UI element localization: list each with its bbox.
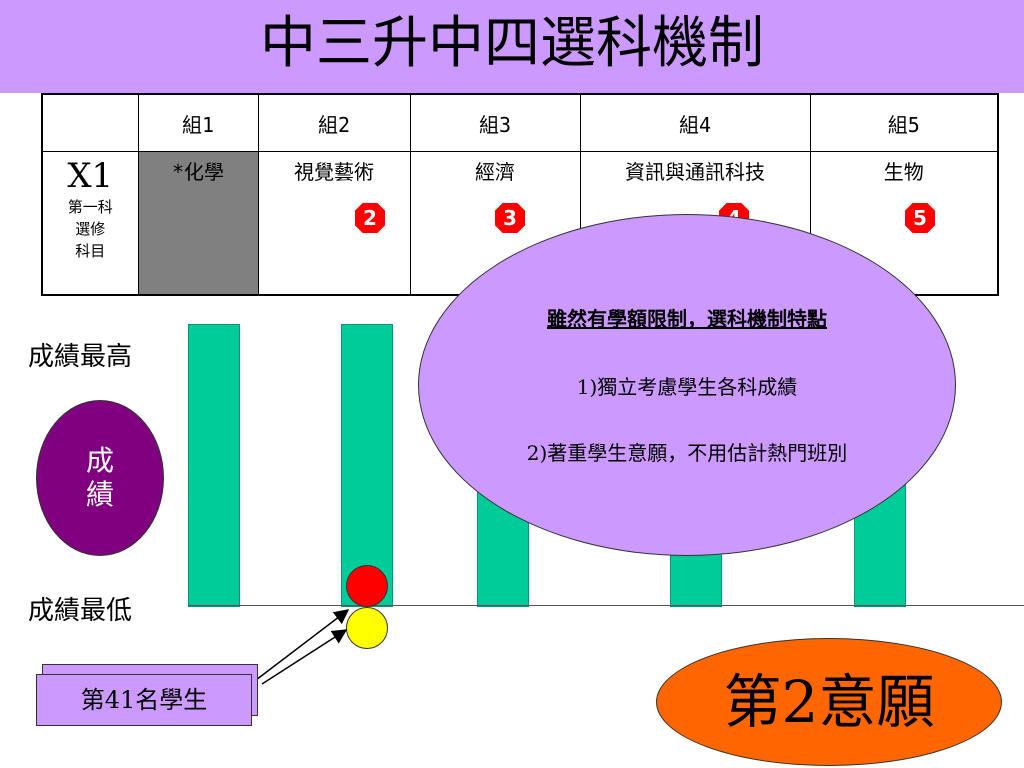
score-ellipse: 成 績 — [36, 400, 164, 556]
score-bar-group-1 — [188, 324, 240, 607]
subject-visual-arts: 視覺藝術 — [294, 160, 374, 184]
score-high-label: 成績最高 — [28, 342, 133, 372]
score-ellipse-line-2: 績 — [85, 478, 114, 511]
score-ellipse-line-1: 成 — [85, 444, 114, 477]
subject-ict: 資訊與通訊科技 — [625, 160, 765, 184]
callout-bubble: 雖然有學額限制，選科機制特點 1)獨立考慮學生各科成績 2)著重學生意願，不用估… — [418, 214, 956, 556]
header-cell-empty — [41, 93, 139, 152]
cell-chemistry: *化學 — [137, 151, 259, 296]
badge-2-icon: 2 — [354, 202, 386, 234]
yellow-ball-icon — [346, 607, 388, 649]
row-sub-line-2: 選修 — [75, 220, 106, 238]
red-ball-icon — [346, 565, 388, 607]
header-cell-group-2: 組2 — [257, 93, 411, 152]
header-cell-group-4: 組4 — [579, 93, 811, 152]
row-sub-line-1: 第一科 — [67, 198, 113, 216]
callout-point-1: 1)獨立考慮學生各科成績 — [576, 375, 798, 399]
row-header-x1: X1 第一科 選修 科目 — [41, 151, 139, 296]
callout-point-2: 2)著重學生意願，不用估計熱門班別 — [526, 441, 848, 465]
header-cell-group-3: 組3 — [409, 93, 581, 152]
badge-3-icon: 3 — [494, 202, 526, 234]
title-bar — [0, 0, 1024, 93]
row-code: X1 — [67, 156, 114, 196]
student-label: 第41名學生 — [36, 674, 252, 726]
page-title: 中三升中四選科機制 — [260, 11, 764, 76]
subject-economics: 經濟 — [475, 160, 515, 184]
badge-5-icon: 5 — [904, 202, 936, 234]
score-low-label: 成績最低 — [28, 596, 133, 626]
choice-ellipse: 第2意願 — [656, 638, 1002, 766]
subject-chemistry: *化學 — [171, 160, 225, 184]
row-sub-line-3: 科目 — [75, 242, 106, 260]
baseline-divider — [188, 605, 1024, 606]
header-cell-group-5: 組5 — [809, 93, 999, 152]
callout-heading: 雖然有學額限制，選科機制特點 — [547, 307, 827, 331]
subject-biology: 生物 — [883, 160, 924, 184]
